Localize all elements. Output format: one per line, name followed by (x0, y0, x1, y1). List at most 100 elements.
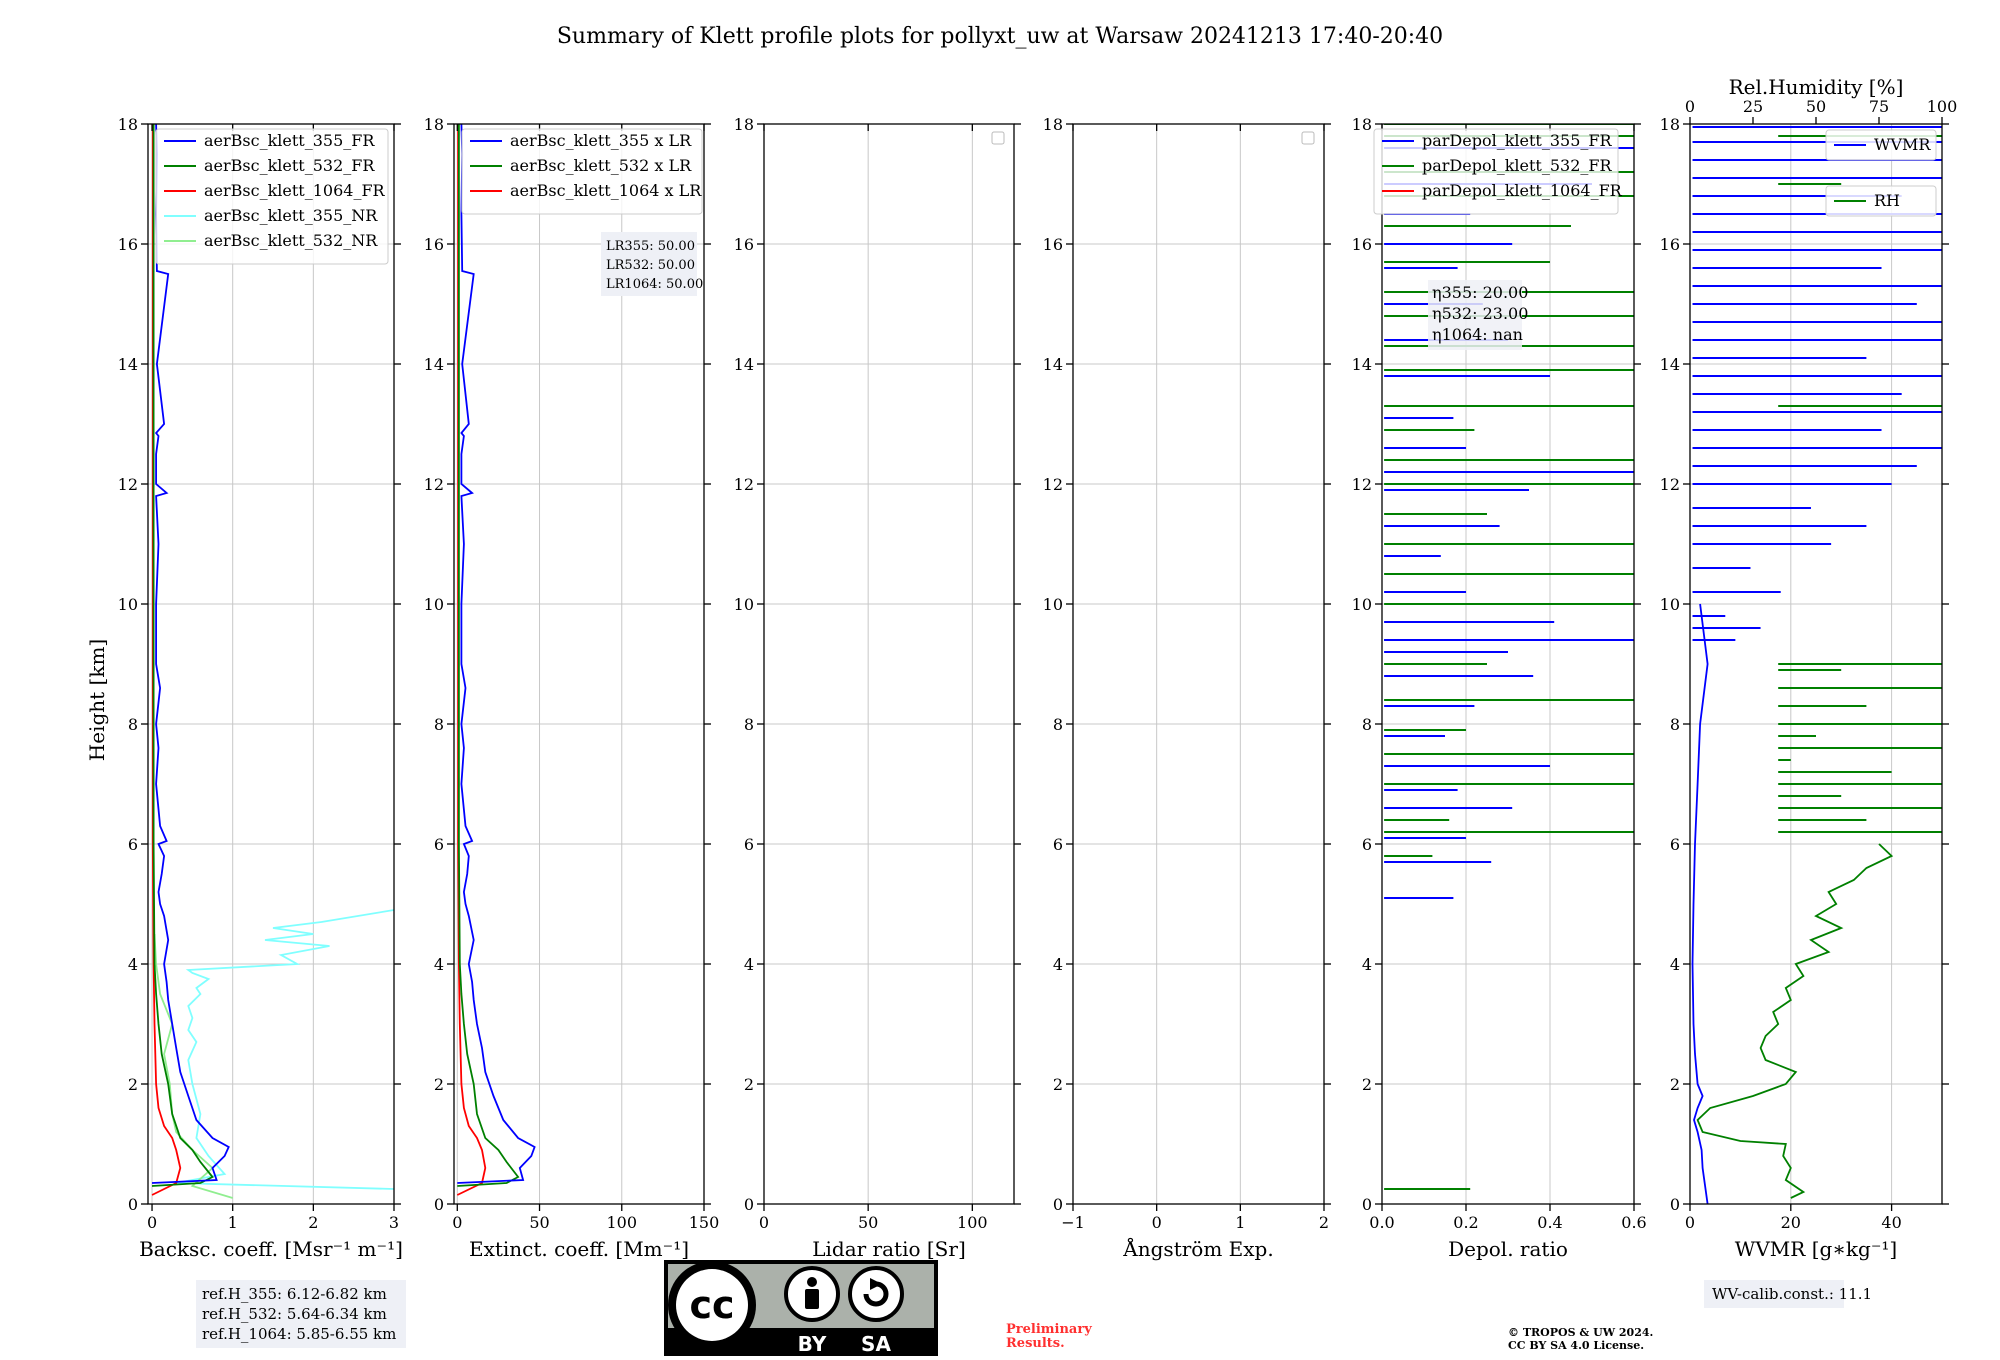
rh-top-axis-label: Rel.Humidity [%] (1729, 75, 1904, 99)
y-tick-label: 0 (434, 1195, 444, 1214)
annotation-line: LR1064: 50.00 (606, 277, 703, 292)
y-tick-label: 2 (434, 1075, 444, 1094)
y-tick-label: 16 (118, 235, 138, 254)
legend-label: parDepol_klett_1064_FR (1422, 181, 1623, 200)
y-tick-label: 14 (734, 355, 754, 374)
y-tick-label: 18 (1352, 115, 1372, 134)
y-tick-label: 6 (744, 835, 754, 854)
y-tick-label: 8 (128, 715, 138, 734)
y-tick-label: 4 (1053, 955, 1063, 974)
x-tick-label: 0.4 (1537, 1213, 1562, 1232)
legend-backscatter: aerBsc_klett_355_FR aerBsc_klett_532_FRae… (155, 128, 389, 265)
annotation-line: LR532: 50.00 (606, 258, 695, 273)
series-RH (1696, 843, 1894, 1199)
x-tick-label: 0.2 (1453, 1213, 1478, 1232)
y-tick-label: 14 (118, 355, 138, 374)
preliminary-line-1: Preliminary (1006, 1322, 1092, 1337)
wv-calib-text: WV-calib.const.: 11.1 (1712, 1285, 1872, 1303)
copyright-line-2: CC BY SA 4.0 License. (1508, 1339, 1644, 1352)
legend-label: aerBsc_klett_1064 x LR (510, 181, 702, 200)
y-tick-label: 18 (1660, 115, 1680, 134)
x-tick-label: 0 (1685, 1213, 1695, 1232)
ref-height-355: ref.H_355: 6.12-6.82 km (202, 1285, 387, 1303)
ref-heights-box: ref.H_355: 6.12-6.82 km ref.H_532: 5.64-… (196, 1280, 406, 1348)
y-tick-label: 0 (1362, 1195, 1372, 1214)
legend-label: aerBsc_klett_355 x LR (510, 131, 692, 150)
y-tick-label: 10 (1660, 595, 1680, 614)
legend-label: aerBsc_klett_532_NR (204, 231, 378, 250)
y-tick-label: 0 (1053, 1195, 1063, 1214)
x-tick-label: 1 (228, 1213, 238, 1232)
copyright-line-1: © TROPOS & UW 2024. (1508, 1326, 1653, 1339)
series-aerBsc_klett_355 x LR (457, 124, 536, 1184)
y-tick-label: 2 (744, 1075, 754, 1094)
badge-by-label: BY (798, 1332, 827, 1356)
axes-frame-depol (1381, 123, 1635, 1205)
x-tick-label: 100 (606, 1213, 637, 1232)
axes-frame-backscatter (147, 123, 395, 1205)
y-tick-label: 4 (434, 955, 444, 974)
legend-extinction: aerBsc_klett_355 x LR aerBsc_klett_532 x … (461, 128, 703, 215)
y-tick-label: 12 (1352, 475, 1372, 494)
rh-top-tick-label: 100 (1927, 97, 1958, 116)
preliminary-line-2: Results. (1006, 1336, 1065, 1351)
series-group-wvmr (1691, 126, 1942, 1204)
x-tick-label: 0 (147, 1213, 157, 1232)
legend-label: WVMR (1874, 135, 1931, 154)
axes-frame-wvmr (1689, 123, 1943, 1205)
x-tick-label: −1 (1061, 1213, 1085, 1232)
series-aerBsc_klett_355_NR (176, 909, 394, 1190)
y-axis-label: Height [km] (85, 639, 109, 761)
legend-frame (1825, 129, 1937, 161)
x-axis-label-angstrom: Ångström Exp. (1122, 1236, 1273, 1261)
legend-label: aerBsc_klett_532_FR (204, 156, 375, 175)
y-tick-label: 8 (744, 715, 754, 734)
y-tick-label: 12 (118, 475, 138, 494)
eta-annotation: η355: 20.00 η532: 23.00 η1064: nan (1428, 280, 1528, 350)
cc-by-sa-badge: cc BY SA (664, 1260, 938, 1356)
sa-sharealike-icon (848, 1266, 904, 1322)
y-tick-label: 10 (118, 595, 138, 614)
series-aerBsc_klett_532 x LR (457, 124, 520, 1187)
y-tick-label: 6 (128, 835, 138, 854)
x-tick-label: 3 (389, 1213, 399, 1232)
legend-label: parDepol_klett_355_FR (1422, 131, 1613, 150)
rh-top-tick-label: 0 (1685, 97, 1695, 116)
x-axis-label-wvmr: WVMR [g∗kg⁻¹] (1735, 1237, 1897, 1261)
axes-frame-extinction (453, 123, 705, 1205)
y-tick-label: 14 (424, 355, 444, 374)
x-tick-label: 0 (452, 1213, 462, 1232)
y-tick-label: 16 (424, 235, 444, 254)
rh-top-tick-label: 75 (1869, 97, 1889, 116)
y-tick-label: 16 (1660, 235, 1680, 254)
annotation-line: LR355: 50.00 (606, 239, 695, 254)
series-WVMR (1691, 603, 1709, 1204)
series-aerBsc_klett_355_FR (151, 124, 230, 1184)
depol-355-profile (1077, 124, 1082, 1192)
x-axis-label-extinction: Extinct. coeff. [Mm⁻¹] (469, 1237, 689, 1261)
x-tick-label: 50 (858, 1213, 878, 1232)
legend-depol: parDepol_klett_355_FR parDepol_klett_532_… (1373, 128, 1623, 215)
annotation-line: η532: 23.00 (1432, 304, 1528, 323)
annotation-line: η355: 20.00 (1432, 283, 1528, 302)
y-tick-label: 18 (424, 115, 444, 134)
panel-lidar-ratio: 0 50 100 0 2 4 6 8 10 12 14 16 18 Lidar ratio [Sr] (734, 115, 1021, 1261)
axes-frame-lidar-ratio (763, 123, 1015, 1205)
legend-wvmr: WVMR RH (1825, 129, 1937, 217)
y-tick-label: 18 (1043, 115, 1063, 134)
x-tick-label: 0.6 (1621, 1213, 1646, 1232)
y-tick-label: 14 (1660, 355, 1680, 374)
y-tick-label: 12 (1660, 475, 1680, 494)
x-axis-label-depol: Depol. ratio (1448, 1237, 1568, 1261)
y-tick-label: 10 (1352, 595, 1372, 614)
y-tick-label: 0 (1670, 1195, 1680, 1214)
panel-wvmr: 0 25 50 75 100 Rel.Humidity [%] 0 20 40 0 2 4 6 8 10 12… (1660, 75, 1958, 1261)
y-tick-label: 8 (1670, 715, 1680, 734)
legend-frame (461, 128, 703, 215)
x-tick-label: 0 (759, 1213, 769, 1232)
y-tick-label: 4 (128, 955, 138, 974)
y-tick-label: 6 (1053, 835, 1063, 854)
